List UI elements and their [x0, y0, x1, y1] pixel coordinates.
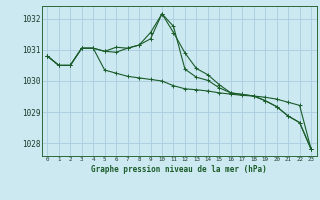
X-axis label: Graphe pression niveau de la mer (hPa): Graphe pression niveau de la mer (hPa)	[91, 165, 267, 174]
